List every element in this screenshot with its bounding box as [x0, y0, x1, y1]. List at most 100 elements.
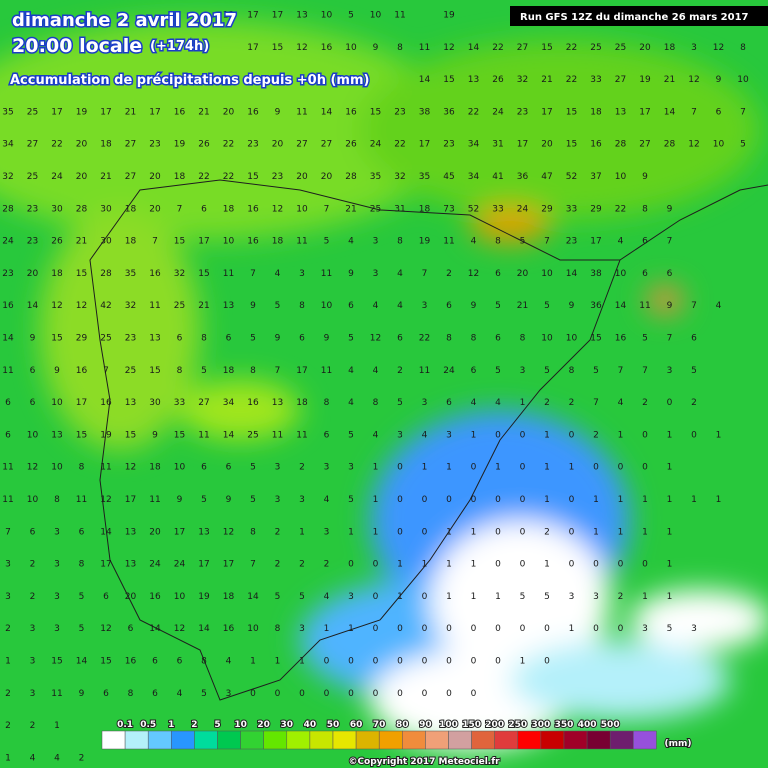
grid-value: 17 [174, 527, 185, 537]
grid-value: 1 [593, 527, 599, 537]
grid-value: 17 [541, 107, 552, 117]
legend-swatch [194, 730, 218, 750]
grid-value: 47 [541, 172, 552, 182]
grid-value: 9 [30, 334, 36, 344]
grid-value: 3 [5, 560, 11, 570]
grid-value: 2 [299, 560, 305, 570]
grid-value: 4 [716, 301, 722, 311]
grid-value: 5 [201, 366, 207, 376]
grid-value: 8 [397, 43, 403, 53]
grid-value: 9 [471, 301, 477, 311]
grid-value: 18 [272, 237, 284, 247]
grid-value: 3 [299, 269, 305, 279]
grid-value: 3 [446, 430, 452, 440]
grid-value: 2 [618, 592, 624, 602]
grid-value: 11 [51, 689, 62, 699]
grid-value: 8 [373, 398, 379, 408]
grid-value: 6 [471, 366, 477, 376]
grid-value: 45 [443, 172, 454, 182]
grid-value: 8 [201, 657, 207, 667]
grid-value: 0 [397, 463, 403, 473]
grid-value: 3 [348, 592, 354, 602]
grid-value: 10 [370, 11, 382, 21]
grid-value: 27 [27, 140, 38, 150]
grid-value: 13 [223, 11, 234, 21]
grid-value: 5 [495, 366, 501, 376]
grid-value: 1 [544, 495, 550, 505]
grid-value: 1 [397, 592, 403, 602]
legend-swatch [309, 730, 334, 750]
grid-value: 42 [100, 301, 111, 311]
grid-value: 17 [198, 237, 209, 247]
grid-value: 0 [446, 624, 452, 634]
grid-value: 27 [125, 140, 136, 150]
grid-value: 2 [5, 624, 11, 634]
grid-value: 0 [471, 657, 477, 667]
grid-value: 1 [471, 527, 477, 537]
grid-value: 31 [394, 204, 405, 214]
grid-value: 8 [128, 689, 134, 699]
grid-value: 12 [272, 204, 283, 214]
grid-value: 28 [2, 204, 14, 214]
subtitle: Accumulation de précipitations depuis +0… [10, 73, 369, 88]
grid-value: 12 [713, 43, 724, 53]
grid-value: 6 [642, 269, 648, 279]
grid-value: 3 [5, 592, 11, 602]
grid-value: 0 [520, 624, 526, 634]
grid-value: 27 [517, 43, 528, 53]
grid-value: 12 [174, 624, 185, 634]
grid-value: 2 [30, 592, 36, 602]
grid-value: 25 [125, 366, 136, 376]
legend-threshold: 150 [462, 720, 481, 730]
grid-value: 3 [30, 624, 36, 634]
grid-value: 5 [348, 495, 354, 505]
grid-value: 36 [517, 172, 529, 182]
grid-value: 6 [201, 204, 207, 214]
legend-threshold: 5 [214, 720, 220, 730]
grid-value: 0 [373, 560, 379, 570]
grid-value: 5 [520, 592, 526, 602]
grid-value: 25 [27, 107, 38, 117]
grid-value: 6 [79, 527, 85, 537]
grid-value: 15 [174, 237, 185, 247]
grid-value: 27 [615, 75, 626, 85]
grid-value: 7 [691, 107, 697, 117]
grid-value: 10 [713, 140, 725, 150]
grid-value: 3 [422, 301, 428, 311]
grid-value: 32 [174, 269, 185, 279]
grid-value: 10 [615, 269, 627, 279]
grid-value: 18 [51, 269, 63, 279]
grid-value: 1 [471, 560, 477, 570]
grid-value: 27 [296, 140, 307, 150]
grid-value: 24 [492, 107, 504, 117]
grid-value: 8 [520, 334, 526, 344]
grid-value: 18 [149, 463, 161, 473]
grid-value: 3 [275, 463, 281, 473]
grid-value: 1 [299, 527, 305, 537]
grid-value: 6 [30, 366, 36, 376]
grid-value: 7 [275, 366, 281, 376]
grid-value: 2 [544, 398, 550, 408]
grid-value: 5 [740, 140, 746, 150]
grid-value: 2 [5, 689, 11, 699]
grid-value: 23 [27, 204, 38, 214]
grid-value: 6 [716, 107, 722, 117]
grid-value: 3 [593, 592, 599, 602]
grid-value: 20 [149, 172, 161, 182]
grid-value: 2 [79, 753, 85, 763]
grid-value: 6 [691, 334, 697, 344]
grid-value: 16 [247, 398, 259, 408]
grid-value: 5 [275, 301, 281, 311]
date-title: dimanche 2 avril 2017 [12, 10, 237, 31]
grid-value: 22 [468, 107, 479, 117]
grid-value: 1 [5, 657, 11, 667]
grid-value: 15 [125, 430, 136, 440]
grid-value: 9 [250, 301, 256, 311]
legend-swatch [101, 730, 126, 750]
legend-threshold: 300 [532, 720, 551, 730]
legend-swatch [425, 730, 449, 750]
grid-value: 1 [667, 463, 673, 473]
grid-value: 10 [296, 204, 308, 214]
grid-value: 6 [495, 334, 501, 344]
